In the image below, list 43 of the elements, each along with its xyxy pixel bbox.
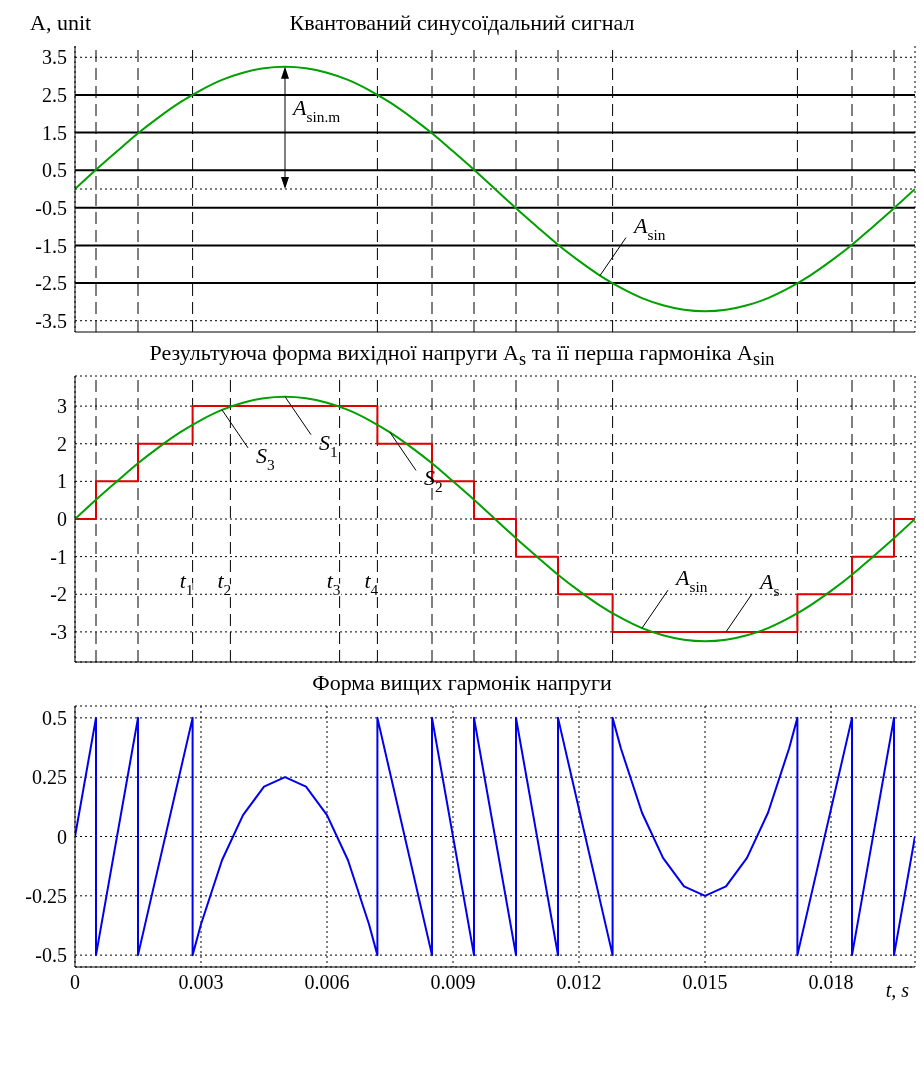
line-series <box>75 65 915 313</box>
annotation: S$_{1}$ <box>319 429 338 460</box>
x-tick-label: 0.009 <box>430 971 476 994</box>
x-tick-label: 0.015 <box>682 971 728 994</box>
x-tick-label: 0.012 <box>556 971 602 994</box>
line-series <box>75 716 915 957</box>
y-tick-label: 0.25 <box>32 766 67 789</box>
y-tick-label: -1 <box>50 545 67 568</box>
y-tick-label: -0.5 <box>35 944 67 967</box>
y-tick-label: 3 <box>57 395 67 418</box>
x-tick-label: 0.018 <box>808 971 854 994</box>
y-tick-label: 0 <box>57 508 67 531</box>
y-tick-label: -1.5 <box>35 234 67 257</box>
x-tick-label: 0.006 <box>304 971 350 994</box>
y-tick-label: 2.5 <box>42 84 67 107</box>
x-axis-title: t, s <box>885 979 910 1001</box>
annotation: S$_{3}$ <box>256 442 275 473</box>
chart-title: Квантований синусоїдальний сигнал <box>289 10 635 35</box>
y-tick-label: -2 <box>50 583 67 606</box>
annotation: t$_{3}$ <box>326 568 341 598</box>
annotation: t$_{2}$ <box>217 568 232 598</box>
y-tick-label: -3 <box>50 620 67 643</box>
annotation: t$_{4}$ <box>364 568 379 598</box>
annotation: A$_{sin}$ <box>674 565 708 596</box>
y-tick-label: 0.5 <box>42 159 67 182</box>
y-tick-label: -2.5 <box>35 272 67 295</box>
annotation: A$_{sin}$ <box>632 212 666 243</box>
annotation: A$_{sin.m}$ <box>291 94 341 125</box>
annotation: A$_{s}$ <box>758 568 780 599</box>
y-tick-label: -0.25 <box>25 884 67 907</box>
y-tick-label: 2 <box>57 432 67 455</box>
y-tick-label: -3.5 <box>35 309 67 332</box>
chart-title: Результуюча форма вихідної напруги A$_{s}$ та її перша гармоніка A$_{sin}$ <box>149 340 775 370</box>
y-tick-label: 0.5 <box>42 706 67 729</box>
y-tick-label: 1 <box>57 470 67 493</box>
y-tick-label: 0 <box>57 825 67 848</box>
annotation: t$_{1}$ <box>179 568 194 598</box>
y-tick-label: 3.5 <box>42 46 67 69</box>
y-axis-title: A, unit <box>30 9 92 37</box>
chart-title: Форма вищих гармонік напруги <box>312 670 612 695</box>
y-tick-label: -0.5 <box>35 196 67 219</box>
y-tick-label: 1.5 <box>42 121 67 144</box>
x-tick-label: 0.003 <box>178 971 224 994</box>
